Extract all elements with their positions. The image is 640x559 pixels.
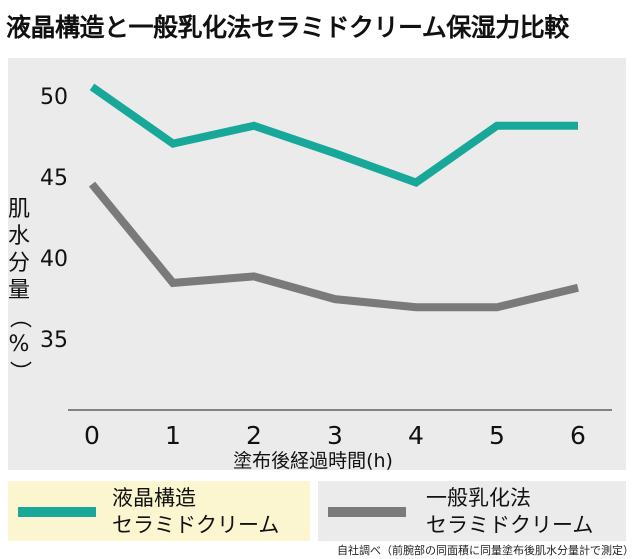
y-tick-label: 35 [40,328,68,353]
x-tick-label: 1 [165,421,181,450]
legend-label-general-emulsion: 一般乳化法 セラミドクリーム [426,486,594,537]
y-axis-label: 肌水分量（%） [6,196,32,385]
x-tick-label: 5 [489,421,505,450]
x-axis-label: 塗布後経過時間(h) [233,449,393,472]
y-axis-label-char: 分 [7,251,30,276]
legend-item-liquid-crystal: 液晶構造 セラミドクリーム [8,481,310,541]
x-tick-label: 4 [408,421,424,450]
y-axis-label-char: % [8,332,30,357]
legend-swatch-liquid-crystal [18,507,96,517]
x-tick-label: 0 [84,421,100,450]
y-tick-label: 40 [40,247,68,272]
chart-title: 液晶構造と一般乳化法セラミドクリーム保湿力比較 [6,13,569,42]
series-line-0 [89,83,578,187]
y-axis-label-char: 肌 [7,197,30,222]
y-tick-label: 50 [40,85,68,110]
x-tick-label: 6 [570,421,586,450]
y-tick-label: 45 [40,166,68,191]
legend-item-general-emulsion: 一般乳化法 セラミドクリーム [318,481,626,541]
legend-label-liquid-crystal: 液晶構造 セラミドクリーム [112,486,280,537]
x-tick-label: 3 [327,421,343,450]
y-axis-label-char: 量 [7,278,30,303]
y-axis-label-char: 水 [7,224,30,249]
source-note: 自社調べ（前腕部の同面積に同量塗布後肌水分量計で測定） [337,544,634,557]
series-line-1 [88,181,579,312]
x-tick-label: 2 [246,421,262,450]
legend-swatch-general-emulsion [328,507,406,517]
